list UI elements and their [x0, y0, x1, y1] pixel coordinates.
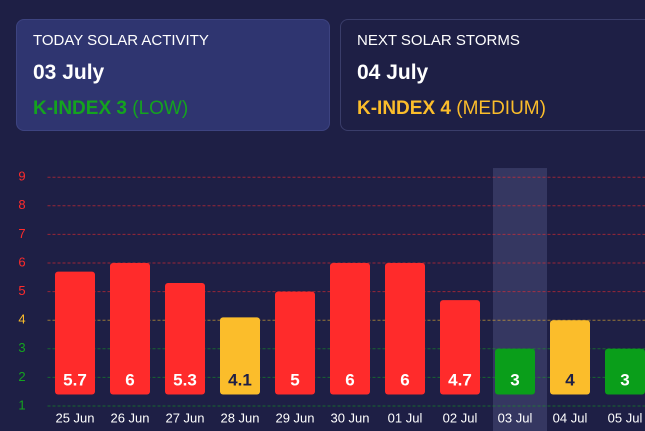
- y-tick-label: 1: [18, 397, 25, 412]
- card-label: TODAY SOLAR ACTIVITY: [33, 32, 209, 49]
- bar: [275, 291, 315, 395]
- card-date: 03 July: [33, 61, 105, 84]
- bar-value-label: 6: [400, 370, 409, 389]
- bar-value-label: 3: [510, 370, 519, 389]
- x-tick-label: 30 Jun: [330, 410, 369, 425]
- bar: [385, 263, 425, 395]
- x-tick-label: 02 Jul: [443, 410, 478, 425]
- card-kindex: K-INDEX 3: [33, 98, 127, 119]
- today-card: TODAY SOLAR ACTIVITY 03 July K-INDEX 3 (…: [16, 19, 330, 131]
- bar: [110, 263, 150, 395]
- card-level: (MEDIUM): [456, 98, 546, 119]
- bar: [165, 283, 205, 395]
- card-label: NEXT SOLAR STORMS: [357, 32, 520, 49]
- bar-value-label: 5.7: [63, 370, 87, 389]
- bar-value-label: 6: [125, 370, 134, 389]
- card-kindex-row: K-INDEX 3 (LOW): [33, 98, 313, 120]
- x-tick-label: 03 Jul: [498, 410, 533, 425]
- bar: [440, 300, 480, 395]
- x-tick-label: 01 Jul: [388, 410, 423, 425]
- card-level: (LOW): [132, 98, 189, 119]
- bar-value-label: 5: [290, 370, 299, 389]
- x-tick-label: 27 Jun: [165, 410, 204, 425]
- y-tick-label: 4: [18, 312, 25, 327]
- x-tick-label: 05 Jul: [608, 410, 643, 425]
- y-tick-label: 6: [18, 254, 25, 269]
- y-tick-label: 2: [18, 369, 25, 384]
- y-tick-label: 5: [18, 283, 25, 298]
- y-tick-label: 9: [18, 169, 25, 184]
- x-tick-label: 26 Jun: [110, 410, 149, 425]
- bar-value-label: 4: [565, 370, 575, 389]
- x-tick-label: 04 Jul: [553, 410, 588, 425]
- bar-value-label: 6: [345, 370, 354, 389]
- y-tick-label: 8: [18, 197, 25, 212]
- bar-value-label: 4.1: [228, 370, 252, 389]
- bar: [605, 348, 645, 395]
- bar: [330, 263, 370, 395]
- bar: [550, 320, 590, 395]
- bar-value-label: 4.7: [448, 370, 472, 389]
- bar-value-label: 3: [620, 370, 629, 389]
- bar: [220, 317, 260, 395]
- bar-value-label: 5.3: [173, 370, 197, 389]
- card-date: 04 July: [357, 61, 429, 84]
- x-tick-label: 25 Jun: [55, 410, 94, 425]
- card-kindex: K-INDEX 4: [357, 98, 451, 119]
- x-tick-label: 29 Jun: [275, 410, 314, 425]
- next-card: NEXT SOLAR STORMS 04 July K-INDEX 4 (MED…: [340, 19, 645, 131]
- y-tick-label: 7: [18, 226, 25, 241]
- bar: [495, 348, 535, 395]
- card-kindex-row: K-INDEX 4 (MEDIUM): [357, 98, 645, 120]
- y-tick-label: 3: [18, 340, 25, 355]
- bar: [55, 271, 95, 395]
- x-tick-label: 28 Jun: [220, 410, 259, 425]
